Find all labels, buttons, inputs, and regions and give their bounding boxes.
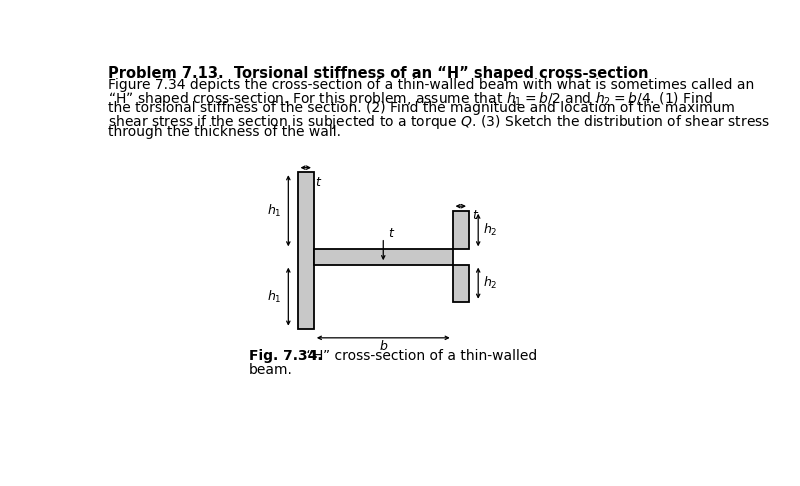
Text: $t$: $t$ (388, 227, 395, 240)
Bar (298, 172, 314, 329)
Text: Fig. 7.34.: Fig. 7.34. (249, 349, 322, 364)
Bar (453, 211, 469, 249)
Text: “H” shaped cross-section. For this problem, assume that $h_1 = b/2$ and $h_2 = b: “H” shaped cross-section. For this probl… (108, 90, 713, 108)
Text: beam.: beam. (249, 363, 293, 377)
Text: the torsional stiffness of the section. (2) Find the magnitude and location of t: the torsional stiffness of the section. … (108, 102, 734, 116)
Text: $h_1$: $h_1$ (267, 203, 282, 219)
Text: shear stress if the section is subjected to a torque $Q$. (3) Sketch the distrib: shear stress if the section is subjected… (108, 113, 770, 131)
Text: “H” cross-section of a thin-walled: “H” cross-section of a thin-walled (302, 349, 537, 364)
Text: through the thickness of the wall.: through the thickness of the wall. (108, 124, 341, 139)
Text: $t$: $t$ (315, 176, 322, 189)
Text: $h_2$: $h_2$ (483, 222, 498, 238)
Text: $b$: $b$ (378, 339, 388, 352)
Text: $h_2$: $h_2$ (483, 275, 498, 291)
Text: $h_1$: $h_1$ (267, 289, 282, 305)
Text: Problem 7.13.  Torsional stiffness of an “H” shaped cross-section: Problem 7.13. Torsional stiffness of an … (108, 66, 648, 81)
Bar (314, 249, 453, 265)
Bar (453, 265, 469, 302)
Text: $t$: $t$ (472, 209, 479, 222)
Text: Figure 7.34 depicts the cross-section of a thin-walled beam with what is sometim: Figure 7.34 depicts the cross-section of… (108, 78, 754, 92)
